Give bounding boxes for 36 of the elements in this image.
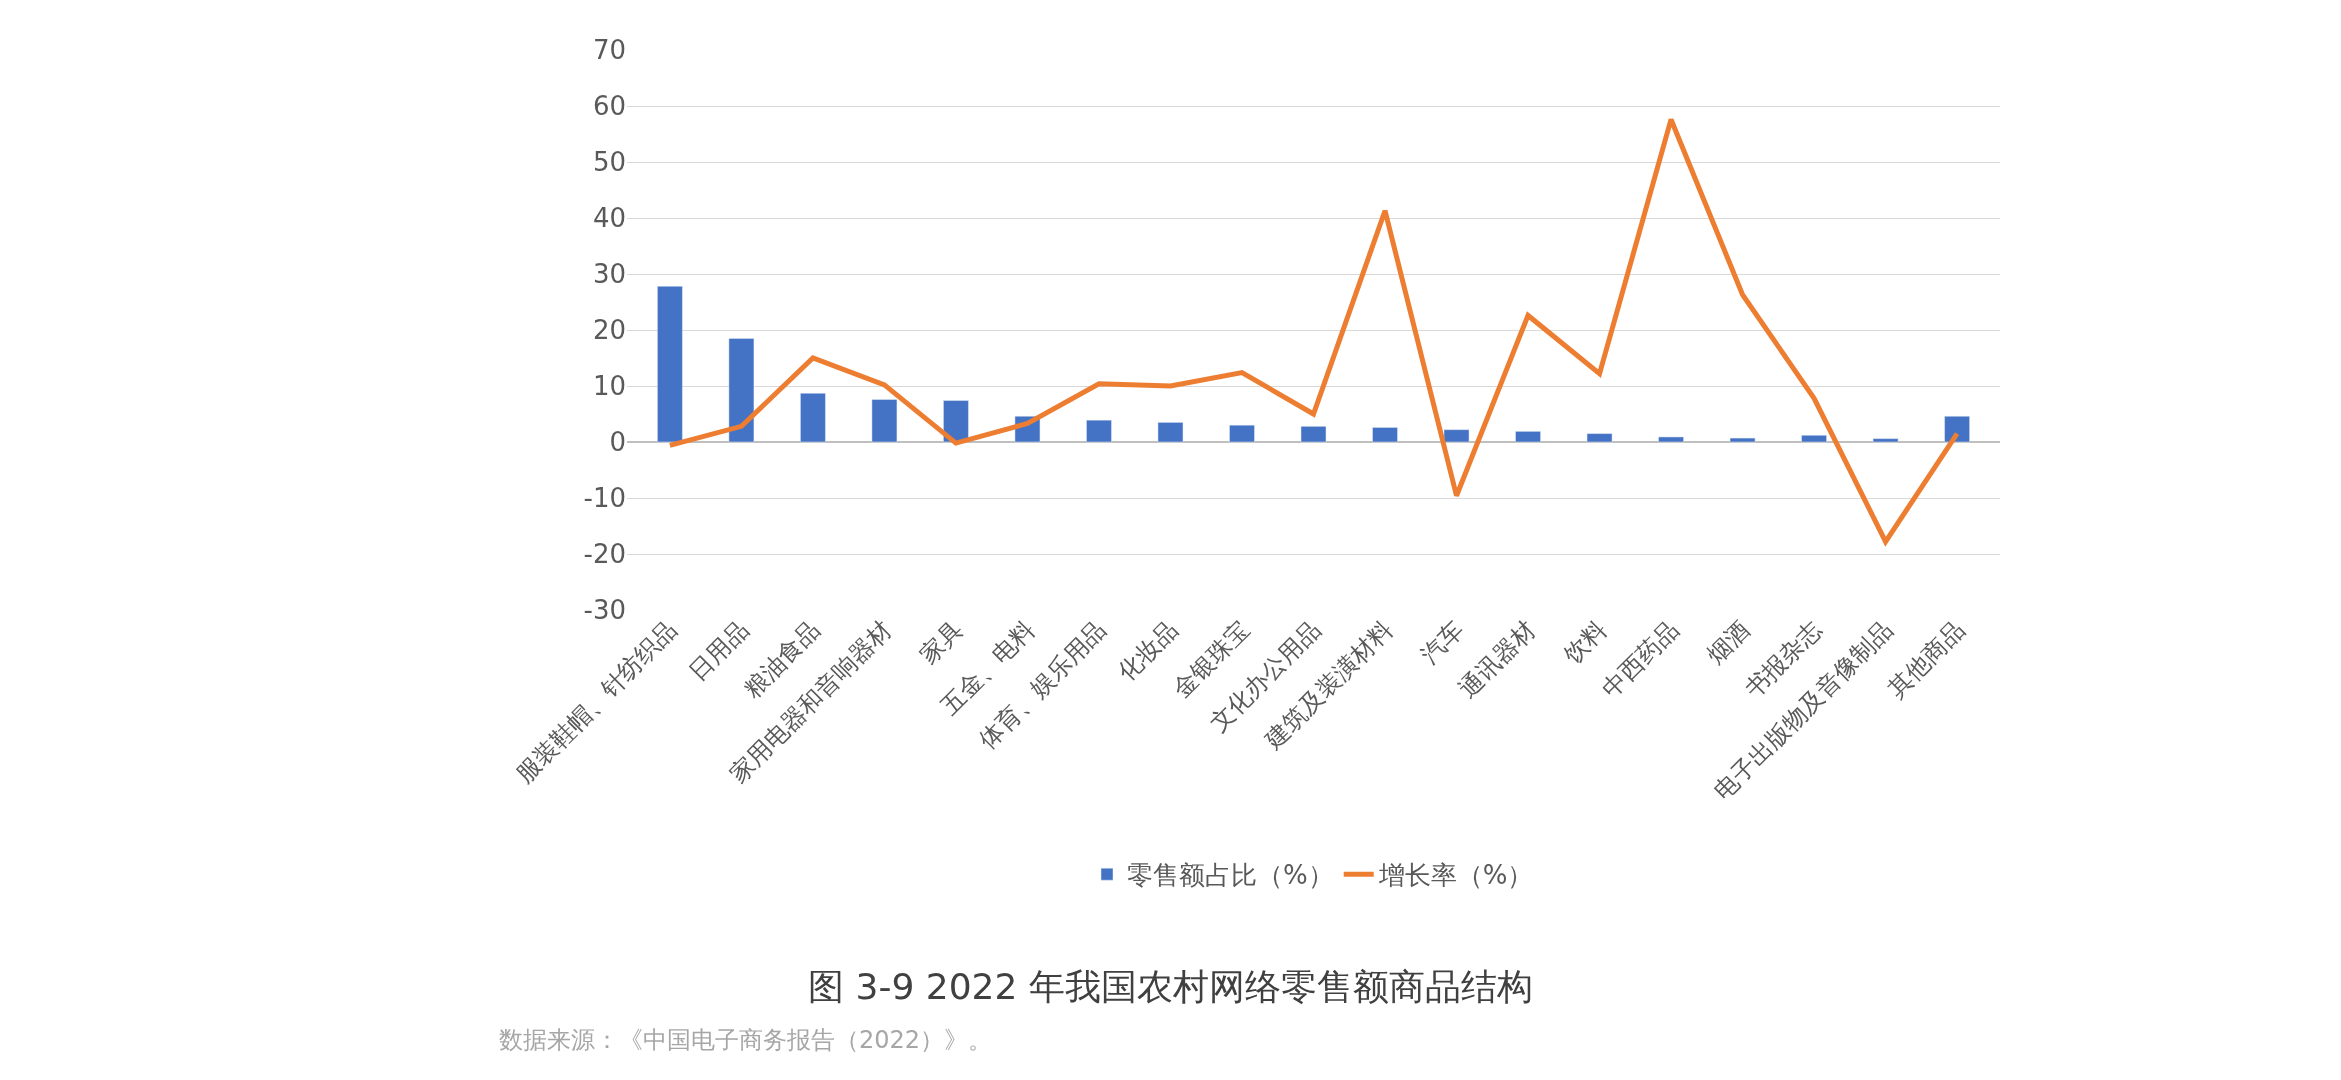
x-tick-label: 汽车 [1415, 615, 1470, 670]
y-tick-label: -30 [583, 595, 626, 626]
bar [1658, 436, 1684, 443]
bar [1729, 437, 1756, 443]
legend-label: 增长率（%） [1377, 860, 1534, 891]
text: 图 3-9 2022 年我国农村网络零售额商品结构 [808, 966, 1533, 1007]
bar [1086, 419, 1112, 443]
bar [1229, 424, 1255, 443]
y-tick-label: -20 [583, 539, 626, 570]
y-tick-label: 70 [592, 35, 626, 66]
source-note: 数据来源：《中国电子商务报告（2022）》。 [499, 1026, 993, 1054]
bar [1515, 431, 1541, 443]
bar [1801, 435, 1827, 443]
x-tick-label: 家具 [914, 615, 969, 670]
y-tick-label: 50 [592, 147, 626, 178]
bar [728, 338, 755, 443]
bar [1872, 438, 1899, 443]
bar [1944, 415, 1970, 443]
bar [1586, 433, 1613, 443]
bar [657, 286, 683, 443]
y-tick-label: 10 [592, 371, 626, 402]
bar [871, 399, 898, 443]
y-tick-label: 40 [592, 203, 626, 234]
y-tick-label: 30 [592, 259, 626, 290]
bar [800, 393, 826, 443]
x-tick-label: 饮料 [1557, 615, 1613, 671]
y-tick-label: 60 [592, 91, 626, 122]
bar [1372, 427, 1398, 443]
y-tick-label: 0 [609, 427, 626, 458]
x-tick-label: 烟酒 [1701, 615, 1756, 670]
y-tick-label: -10 [583, 483, 626, 514]
y-tick-label: 20 [592, 315, 626, 346]
bar [1443, 429, 1470, 443]
legend-label: 零售额占比（%） [1127, 860, 1334, 891]
bar [1300, 426, 1327, 443]
bar [1157, 422, 1184, 443]
